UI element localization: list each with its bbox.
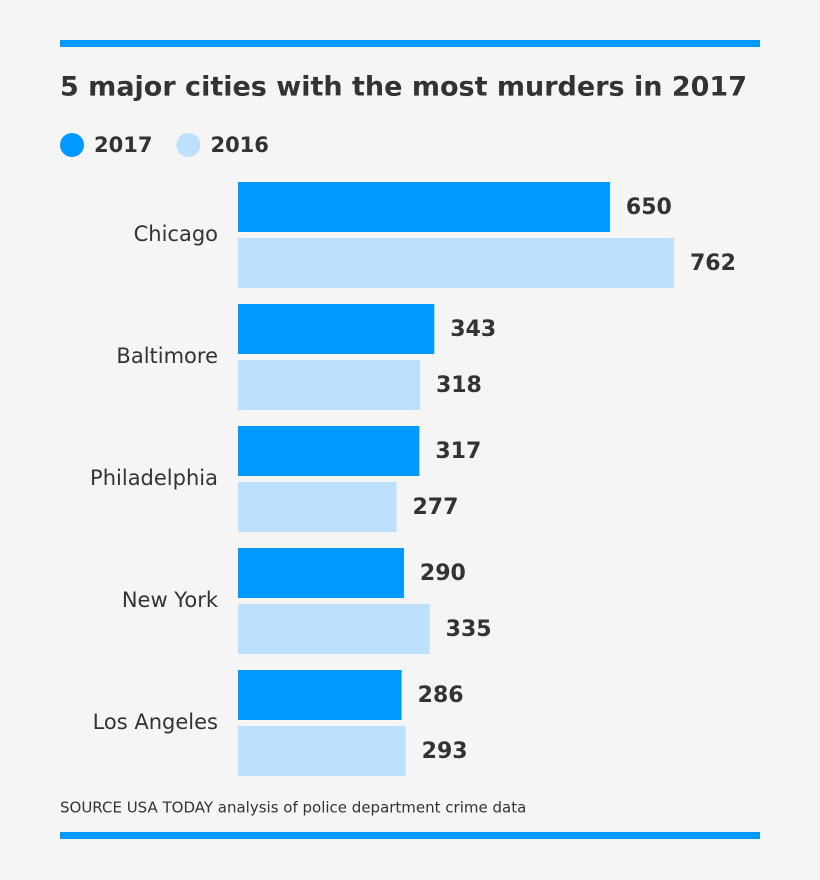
top-rule [60, 40, 760, 47]
value-label: 293 [422, 739, 468, 764]
bar [238, 360, 420, 410]
legend-swatch [60, 133, 84, 157]
category-label: Chicago [134, 222, 218, 246]
bar [238, 548, 404, 598]
bar [238, 304, 435, 354]
value-label: 650 [626, 195, 672, 220]
bar [238, 482, 397, 532]
bar [238, 670, 402, 720]
value-label: 762 [690, 251, 736, 276]
bar [238, 426, 420, 476]
value-label: 286 [418, 683, 464, 708]
legend-label: 2017 [94, 133, 152, 157]
legend-label: 2016 [210, 133, 268, 157]
value-label: 335 [446, 617, 492, 642]
bar [238, 182, 610, 232]
category-label: New York [122, 588, 219, 612]
legend-swatch [176, 133, 201, 157]
chart-title: 5 major cities with the most murders in … [60, 72, 747, 103]
bottom-rule [60, 832, 760, 839]
value-label: 343 [450, 317, 496, 342]
category-label: Philadelphia [90, 466, 218, 490]
source-note: SOURCE USA TODAY analysis of police depa… [60, 799, 526, 817]
value-label: 317 [435, 439, 481, 464]
category-label: Baltimore [116, 344, 218, 368]
value-label: 277 [412, 495, 458, 520]
bar [238, 238, 674, 288]
value-label: 318 [436, 373, 482, 398]
value-label: 290 [420, 561, 466, 586]
category-label: Los Angeles [93, 710, 218, 734]
bar [238, 604, 430, 654]
bar [238, 726, 406, 776]
